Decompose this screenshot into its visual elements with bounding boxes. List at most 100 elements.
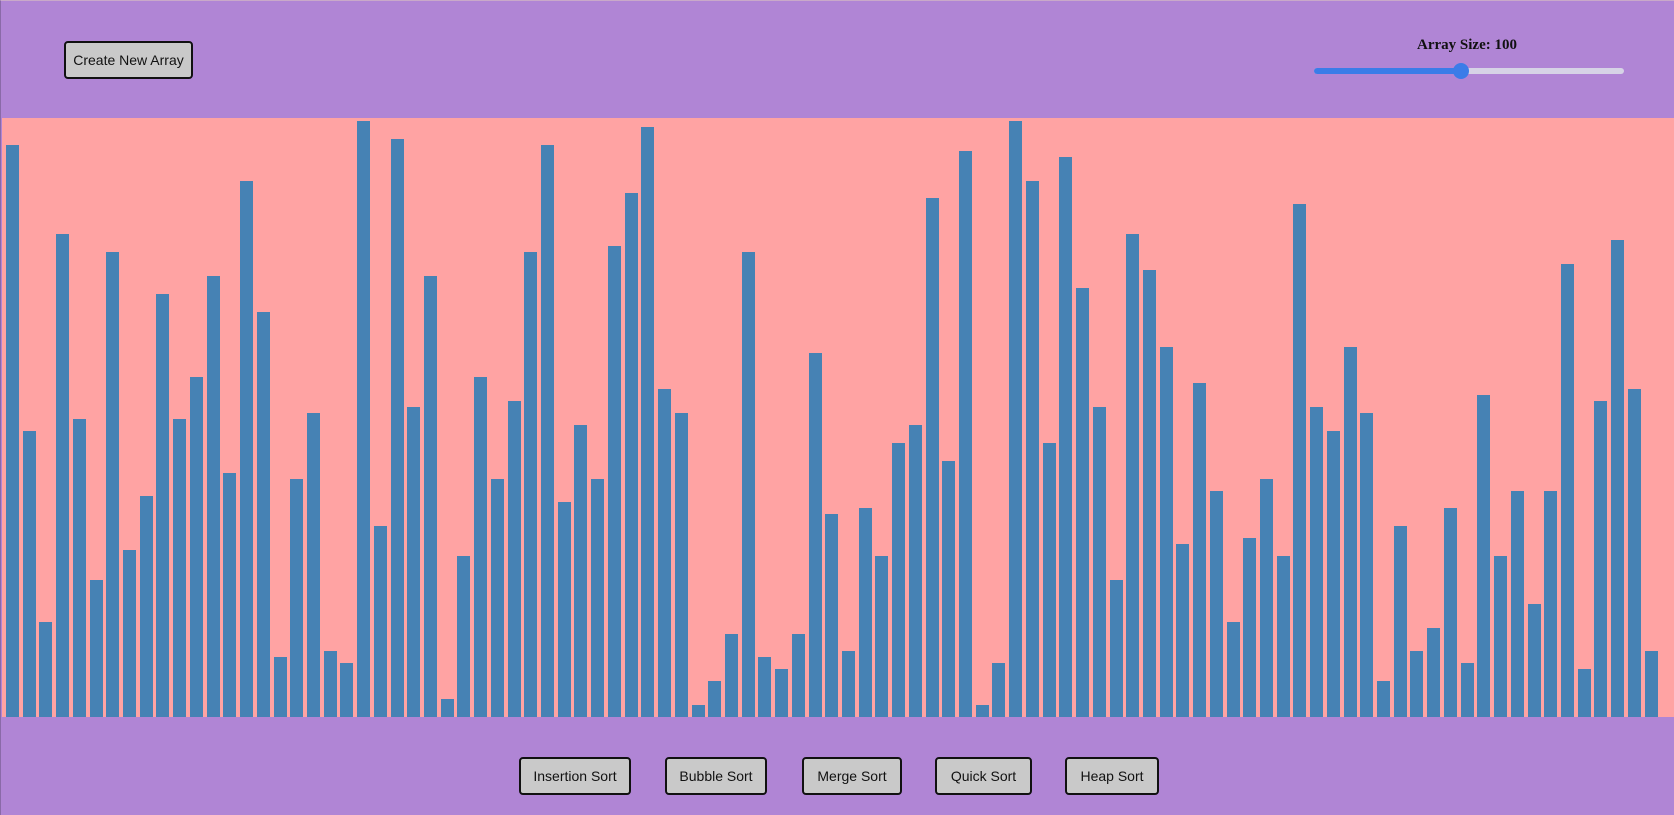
- array-bar: [591, 478, 605, 717]
- array-bar: [256, 311, 270, 717]
- array-bar: [524, 252, 538, 717]
- array-bar: [6, 144, 19, 717]
- array-bar: [1360, 413, 1374, 717]
- array-bar: [1393, 526, 1407, 717]
- array-bar: [658, 389, 672, 717]
- array-bar: [842, 651, 855, 717]
- array-bar: [557, 502, 571, 717]
- array-bar: [1109, 579, 1123, 717]
- array-bar: [775, 669, 789, 717]
- array-bar: [123, 550, 137, 717]
- array-bar: [173, 419, 187, 717]
- array-bar: [240, 180, 254, 717]
- slider-thumb[interactable]: [1453, 63, 1470, 79]
- array-bar: [1310, 407, 1324, 717]
- array-bar: [1176, 544, 1190, 717]
- array-bar: [1477, 395, 1491, 717]
- array-bar: [1159, 347, 1173, 717]
- array-bar: [189, 377, 203, 717]
- array-bar: [357, 121, 371, 717]
- array-bar: [340, 663, 354, 717]
- array-bar: [1126, 234, 1140, 717]
- array-bar: [373, 526, 387, 717]
- array-bar: [875, 556, 889, 717]
- array-bar: [1226, 621, 1240, 717]
- array-bar: [1025, 180, 1039, 717]
- array-bar: [741, 252, 755, 717]
- array-bar: [1243, 538, 1257, 717]
- array-bar: [1544, 490, 1558, 717]
- array-bar: [1560, 264, 1574, 717]
- array-bar: [390, 138, 404, 717]
- array-bar: [1611, 240, 1625, 717]
- array-bar: [1427, 627, 1441, 717]
- array-bar: [959, 150, 973, 717]
- array-bar: [1092, 407, 1106, 717]
- array-bar: [22, 430, 36, 717]
- array-size-control: Array Size: 100: [1309, 37, 1625, 87]
- array-bar: [1377, 681, 1391, 717]
- array-bar: [1527, 603, 1541, 717]
- array-bar: [808, 353, 822, 717]
- array-bar: [858, 508, 872, 717]
- array-bar: [290, 478, 304, 717]
- merge-sort-button[interactable]: Merge Sort: [802, 757, 902, 795]
- array-bar: [72, 419, 86, 717]
- array-bar: [1260, 478, 1273, 717]
- array-bar: [1410, 651, 1424, 717]
- top-control-bar: Create New Array Array Size: 100: [1, 1, 1674, 117]
- array-bar: [323, 651, 337, 717]
- array-bar: [1443, 508, 1457, 717]
- array-bar: [541, 144, 555, 717]
- array-bar: [1142, 270, 1156, 717]
- array-bar: [691, 705, 705, 717]
- array-bar: [975, 705, 989, 717]
- array-bar: [223, 472, 237, 717]
- array-bars-area: [2, 118, 1674, 717]
- array-bar: [206, 275, 220, 717]
- array-bar: [1276, 556, 1290, 717]
- array-bar: [1009, 121, 1023, 717]
- array-bar: [457, 556, 471, 717]
- slider-fill: [1314, 68, 1462, 74]
- array-bar: [992, 663, 1006, 717]
- bubble-sort-button[interactable]: Bubble Sort: [665, 757, 767, 795]
- array-bar: [908, 424, 922, 717]
- array-bar: [156, 293, 170, 717]
- array-bar: [641, 126, 655, 717]
- array-bar: [825, 514, 839, 717]
- array-bar: [758, 657, 772, 717]
- array-bar: [574, 424, 588, 717]
- array-bar: [1343, 347, 1357, 717]
- array-bar: [1644, 651, 1658, 717]
- array-bar: [1460, 663, 1474, 717]
- array-bar: [39, 621, 53, 717]
- array-bar: [1076, 287, 1090, 717]
- array-bar: [507, 401, 521, 717]
- array-bar: [56, 234, 70, 717]
- array-bar: [892, 442, 906, 717]
- array-bar: [89, 579, 103, 717]
- array-bar: [607, 246, 621, 717]
- array-bar: [1594, 401, 1608, 717]
- array-bar: [139, 496, 153, 717]
- array-bar: [942, 460, 956, 717]
- array-bar: [708, 681, 722, 717]
- array-bar: [1059, 156, 1073, 717]
- array-bar: [1494, 556, 1508, 717]
- array-bar: [1326, 430, 1340, 717]
- array-bar: [1293, 204, 1307, 717]
- heap-sort-button[interactable]: Heap Sort: [1065, 757, 1159, 795]
- insertion-sort-button[interactable]: Insertion Sort: [519, 757, 631, 795]
- array-size-label: Array Size: 100: [1417, 37, 1517, 53]
- array-bar: [1510, 490, 1524, 717]
- create-new-array-button[interactable]: Create New Array: [64, 41, 193, 79]
- array-bar: [106, 252, 120, 717]
- array-bar: [925, 198, 939, 717]
- quick-sort-button[interactable]: Quick Sort: [935, 757, 1032, 795]
- array-bar: [407, 407, 421, 717]
- array-bar: [1627, 389, 1641, 717]
- array-bar: [440, 699, 454, 717]
- array-bar: [1209, 490, 1223, 717]
